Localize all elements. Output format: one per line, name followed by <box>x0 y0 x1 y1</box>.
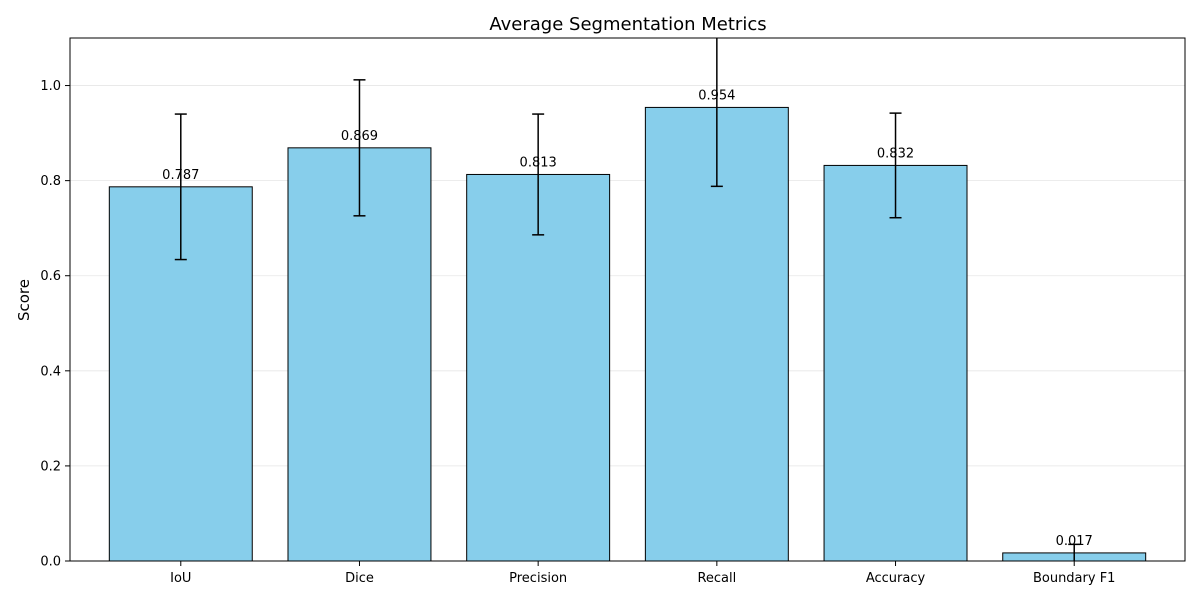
plot-frame <box>69 37 1186 562</box>
x-tick-label: Accuracy <box>866 571 926 586</box>
x-tick-label: IoU <box>170 571 191 586</box>
x-tick-label: Precision <box>509 571 567 586</box>
chart-title: Average Segmentation Metrics <box>489 14 766 35</box>
x-tick-label: Dice <box>345 571 374 586</box>
y-tick-label: 1.0 <box>40 79 61 94</box>
data-label: 0.787 <box>162 168 199 183</box>
y-tick-label: 0.2 <box>40 459 61 474</box>
y-tick-label: 0.0 <box>40 555 61 570</box>
data-labels: 0.787 0.869 0.813 0.954 0.832 0.017 <box>162 88 1093 549</box>
y-tick-label: 0.6 <box>40 269 61 284</box>
y-tick-label: 0.4 <box>40 364 61 379</box>
x-tick-label: Boundary F1 <box>1033 571 1116 586</box>
data-label: 0.017 <box>1056 534 1093 549</box>
data-label: 0.813 <box>520 155 557 170</box>
axes: 0.0 0.2 0.4 0.6 0.8 1.0 IoU Dice Precision Recall… <box>40 37 1186 586</box>
bar <box>823 164 968 562</box>
data-label: 0.954 <box>698 88 735 103</box>
y-axis-label: Score <box>15 279 33 321</box>
bar <box>466 173 611 562</box>
x-tick-label: Recall <box>697 571 736 586</box>
error-bars <box>174 38 1081 561</box>
bars <box>108 106 1147 562</box>
data-label: 0.832 <box>877 146 914 161</box>
y-tick-label: 0.8 <box>40 174 61 189</box>
bar <box>287 147 432 562</box>
data-label: 0.869 <box>341 129 378 144</box>
